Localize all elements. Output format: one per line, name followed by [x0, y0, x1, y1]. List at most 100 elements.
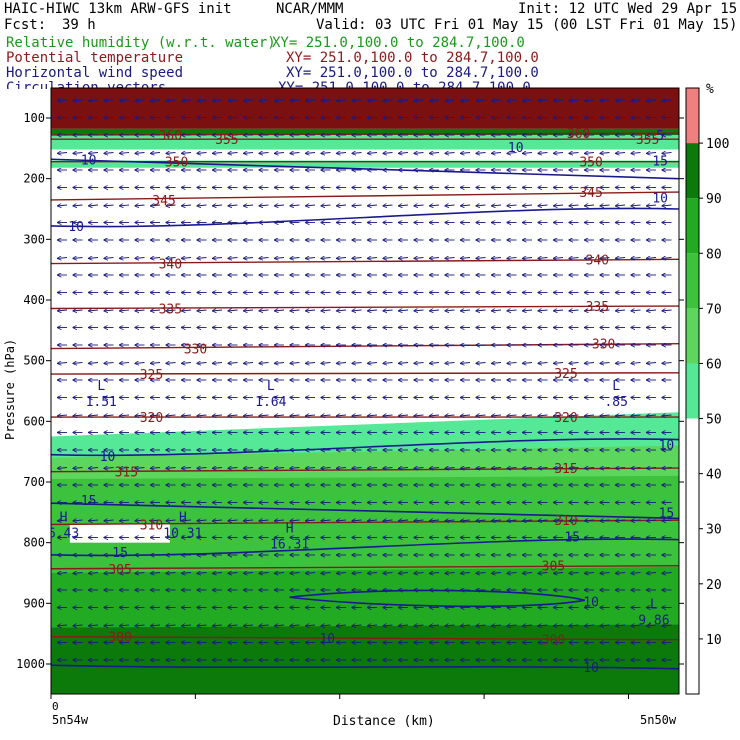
wind-vector	[321, 625, 331, 626]
wind-vector	[569, 153, 579, 154]
wind-vector	[476, 100, 486, 101]
wind-vector	[336, 415, 347, 416]
wind-vector	[274, 363, 285, 364]
wind-vector	[646, 520, 657, 521]
wind-vector	[73, 625, 83, 626]
wind-vector	[321, 205, 331, 206]
wind-vector	[429, 100, 440, 101]
wind-vector	[352, 100, 362, 101]
wind-vector	[662, 625, 672, 626]
colorbar-band	[686, 143, 699, 199]
wind-vector	[507, 415, 517, 416]
wind-vector	[150, 205, 161, 206]
wind-vector	[119, 415, 130, 416]
wind-vector	[336, 520, 347, 521]
wind-vector	[522, 205, 533, 206]
theta-label: 310	[140, 518, 163, 533]
wind-vector	[569, 520, 579, 521]
wind-vector	[383, 363, 393, 364]
wind-vector	[522, 573, 533, 574]
wind-vector	[662, 415, 672, 416]
wind-vector	[445, 153, 455, 154]
wind-vector	[615, 573, 626, 574]
wind-vector	[212, 415, 223, 416]
wind-vector	[600, 415, 610, 416]
wind-vector	[259, 205, 269, 206]
wind-vector	[259, 100, 269, 101]
valid-time: Valid: 03 UTC Fri 01 May 15 (00 LST Fri …	[316, 17, 738, 33]
forecast-hours: 39 h	[62, 17, 96, 33]
wind-vector	[73, 310, 83, 311]
wind-vector	[398, 100, 409, 101]
wind-vector	[181, 363, 192, 364]
x-tick-label-0: 0	[52, 700, 59, 713]
wind-vector	[414, 363, 424, 364]
wind-vector	[88, 100, 99, 101]
wind-vector	[321, 100, 331, 101]
wind-vector	[414, 468, 424, 469]
wind-vector	[243, 520, 254, 521]
wind-vector	[414, 153, 424, 154]
wind-vector	[460, 363, 471, 364]
wind-vector	[600, 310, 610, 311]
wind-label: 10	[652, 191, 668, 206]
field-xy-rh: XY= 251.0,100.0 to 284.7,100.0	[272, 35, 525, 51]
wind-vector	[290, 625, 300, 626]
wind-vector	[445, 415, 455, 416]
wind-vector	[274, 258, 285, 259]
wind-vector	[460, 573, 471, 574]
wind-vector	[104, 100, 114, 101]
wind-vector	[352, 258, 362, 259]
wind-vector	[243, 205, 254, 206]
extremum-mark: L	[97, 379, 105, 394]
wind-vector	[538, 520, 548, 521]
theta-contour-345	[51, 191, 679, 201]
wind-vector	[104, 625, 114, 626]
wind-vector	[646, 415, 657, 416]
wind-vector	[135, 363, 145, 364]
wind-vector	[88, 520, 99, 521]
wind-label: 5	[656, 129, 664, 144]
wind-vector	[553, 415, 564, 416]
theta-label: 360	[159, 129, 182, 144]
wind-vector	[352, 468, 362, 469]
wind-vector	[336, 310, 347, 311]
wind-vector	[631, 468, 641, 469]
wind-vector	[290, 363, 300, 364]
wind-vector	[584, 205, 595, 206]
wind-vector	[321, 520, 331, 521]
wind-vector	[383, 468, 393, 469]
wind-vector	[476, 363, 486, 364]
wind-vector	[662, 468, 672, 469]
theta-label: 345	[579, 186, 602, 201]
wind-vector	[197, 205, 207, 206]
wind-vector	[88, 363, 99, 364]
wind-vector	[538, 205, 548, 206]
extremum-value: 1.64	[255, 395, 286, 410]
wind-vector	[135, 205, 145, 206]
wind-vector	[73, 153, 83, 154]
wind-vector	[584, 363, 595, 364]
wind-vector	[305, 573, 316, 574]
wind-vector	[460, 625, 471, 626]
wind-vector	[228, 468, 238, 469]
wind-vector	[73, 573, 83, 574]
theta-label: 335	[586, 300, 609, 315]
wind-vector	[414, 258, 424, 259]
extremum-mark: H	[179, 511, 187, 526]
wind-vector	[197, 363, 207, 364]
wind-vector	[212, 205, 223, 206]
wind-vector	[631, 573, 641, 574]
theta-contour-340	[51, 258, 679, 265]
wind-vector	[73, 415, 83, 416]
wind-vector	[243, 468, 254, 469]
wind-vector	[119, 573, 130, 574]
wind-vector	[646, 100, 657, 101]
wind-vector	[522, 100, 533, 101]
wind-vector	[104, 573, 114, 574]
wind-vector	[398, 573, 409, 574]
wind-contour	[51, 438, 679, 457]
wind-vector	[398, 310, 409, 311]
wind-vector	[584, 468, 595, 469]
wind-vector	[460, 153, 471, 154]
